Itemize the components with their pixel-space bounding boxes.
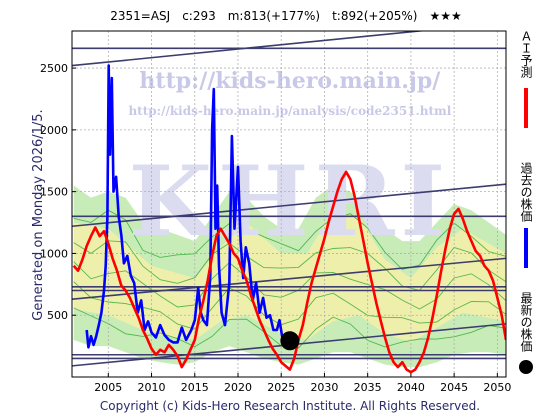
x-tick-label-2050: 2050 — [483, 381, 511, 394]
x-tick-label-2020: 2020 — [224, 381, 252, 394]
generated-date-label: Generated on Monday 2026/1/5. — [31, 109, 46, 320]
y-tick-label-2500: 2500 — [40, 62, 68, 75]
x-tick-label-2045: 2045 — [440, 381, 468, 394]
x-tick-label-2010: 2010 — [138, 381, 166, 394]
scenario-line-2 — [73, 281, 506, 330]
scenario-line-3 — [73, 261, 506, 310]
scenario-line-5 — [73, 209, 506, 270]
latest-price-marker — [280, 331, 300, 351]
x-tick-label-2030: 2030 — [310, 381, 338, 394]
legend-label-1: ＡＩ予測 — [519, 30, 533, 79]
chart-title: 2351=ASJ c:293 m:813(+177%) t:892(+205%)… — [110, 9, 462, 23]
plot-content: KHRI http://kids-hero.main.jp/http://kids… — [72, 31, 506, 377]
y-tick-label-1000: 1000 — [40, 247, 68, 260]
plot-area: KHRI http://kids-hero.main.jp/http://kids… — [40, 30, 511, 394]
forecast-band-yellow — [73, 210, 506, 343]
legend-swatch-3 — [519, 360, 533, 374]
y-tick-label-2000: 2000 — [40, 124, 68, 137]
x-tick-label-2035: 2035 — [354, 381, 382, 394]
trend-line-5 — [72, 257, 506, 300]
trend-line-1 — [72, 31, 428, 67]
trend-line-3 — [72, 183, 506, 228]
y-tick-label-1500: 1500 — [40, 186, 68, 199]
x-tick-label-2005: 2005 — [94, 381, 122, 394]
copyright-text: Copyright (c) Kids-Hero Research Institu… — [100, 399, 480, 413]
plot-frame — [71, 30, 507, 378]
legend-label-3: 最新の株価 — [519, 292, 533, 352]
legend-label-2: 過去の株価 — [519, 162, 533, 222]
scenario-line-4 — [73, 240, 506, 291]
watermark-url-sub: http://kids-hero.main.jp/analysis/code23… — [128, 104, 451, 118]
watermark-logo: KHRI — [128, 145, 451, 258]
x-tick-label-2015: 2015 — [181, 381, 209, 394]
series-history — [85, 64, 291, 349]
x-tick-label-2040: 2040 — [397, 381, 425, 394]
series-prediction — [72, 170, 506, 374]
watermark-url-main: http://kids-hero.main.jp/ — [139, 68, 441, 94]
y-tick-label-500: 500 — [47, 309, 68, 322]
x-tick-label-2025: 2025 — [267, 381, 295, 394]
watermark: KHRI http://kids-hero.main.jp/http://kids… — [128, 68, 451, 258]
